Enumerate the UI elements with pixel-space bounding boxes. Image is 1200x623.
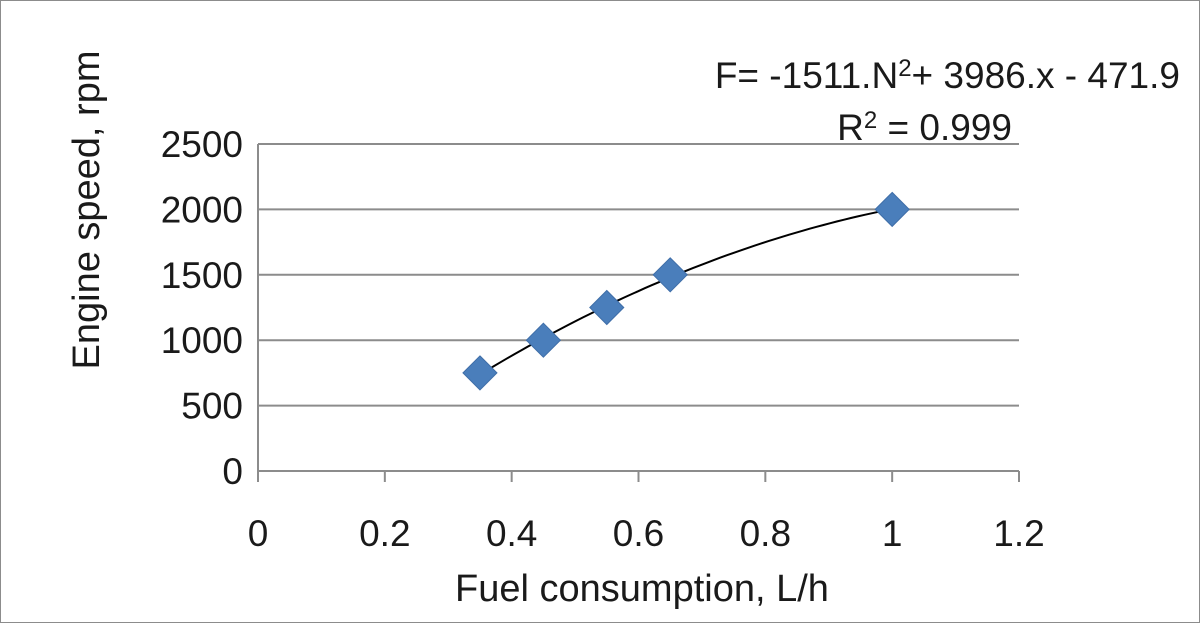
data-point-0: [462, 355, 498, 391]
x-tick-label-5: 1: [882, 513, 903, 554]
r2-superscript: 2: [864, 107, 877, 134]
data-point-3: [652, 257, 688, 293]
equation-superscript: 2: [898, 55, 911, 82]
y-tick-label-2: 1000: [161, 320, 243, 361]
x-tick-label-1: 0.2: [359, 513, 410, 554]
r2-prefix: R: [837, 107, 864, 148]
y-tick-label-3: 1500: [161, 255, 243, 296]
data-point-1: [525, 322, 562, 358]
r-squared-label: R2 = 0.999: [837, 107, 1012, 148]
x-tick-label-0: 0: [248, 513, 269, 554]
y-tick-label-5: 2500: [161, 124, 243, 165]
equation-prefix: F= -1511.N: [715, 55, 898, 96]
axes: [257, 144, 1020, 482]
y-tick-label-1: 500: [181, 386, 243, 427]
data-point-4: [874, 191, 910, 228]
y-tick-label-0: 0: [222, 451, 243, 492]
y-tick-label-4: 2000: [161, 189, 243, 230]
x-tick-label-6: 1.2: [993, 513, 1044, 554]
equation-suffix: + 3986.x - 471.9: [912, 55, 1180, 96]
r2-suffix: = 0.999: [877, 107, 1012, 148]
x-tick-label-2: 0.4: [486, 513, 537, 554]
y-axis-title: Engine speed, rpm: [66, 51, 108, 370]
x-tick-label-3: 0.6: [613, 513, 664, 554]
trendline-equation: F= -1511.N2+ 3986.x - 471.9: [715, 55, 1180, 96]
x-axis-title: Fuel consumption, L/h: [455, 568, 829, 610]
tick-labels: 0 500 1000 1500 2000 2500 0 0.2 0.4 0.6 0.8 1 1.2: [161, 124, 1045, 554]
data-point-2: [589, 289, 625, 326]
gridlines: [258, 143, 1019, 407]
x-tick-label-4: 0.8: [740, 513, 791, 554]
data-points: [462, 191, 910, 391]
